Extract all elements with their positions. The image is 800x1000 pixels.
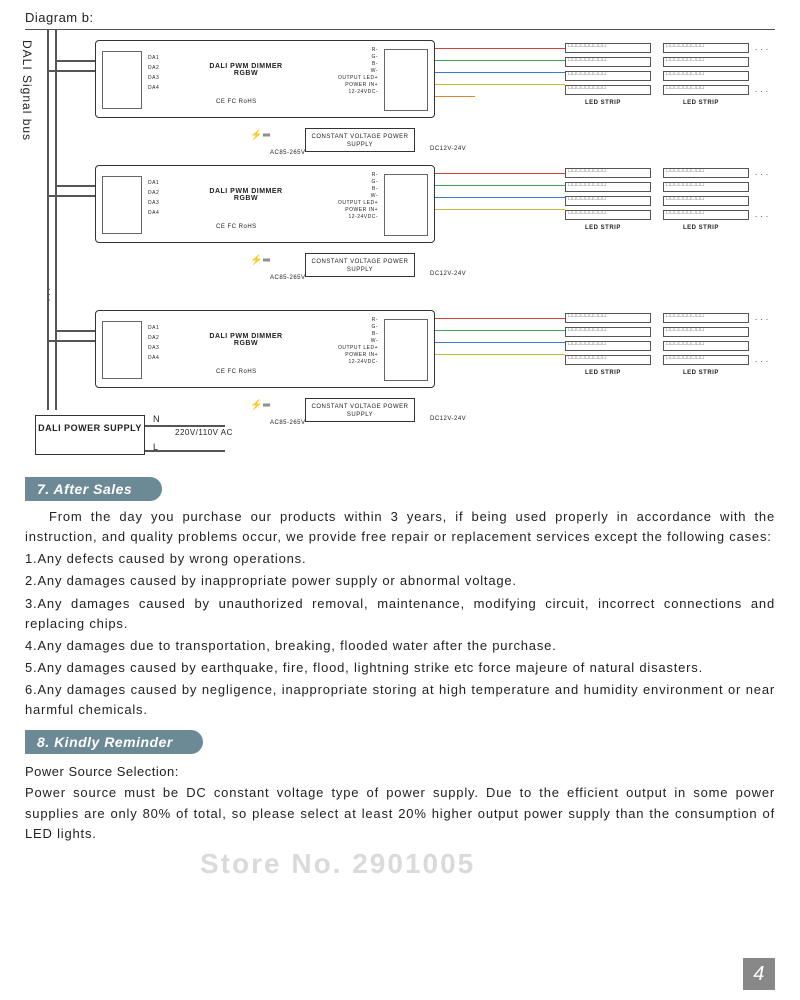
led-strip <box>565 327 651 337</box>
ac-label: AC85-265V <box>270 275 306 281</box>
continuation-dots: . . . <box>755 313 769 322</box>
diagram-label: Diagram b: <box>25 10 775 25</box>
led-strip-label: LED STRIP <box>585 100 621 106</box>
ac-label: AC85-265V <box>270 420 306 426</box>
plug-icon: ⚡═ <box>250 400 271 411</box>
led-strip <box>663 57 749 67</box>
section-7-body: From the day you purchase our products w… <box>25 507 775 720</box>
led-strip <box>565 196 651 206</box>
led-strip <box>663 341 749 351</box>
continuation-dots: . . . <box>755 43 769 52</box>
led-strip <box>663 210 749 220</box>
continuation-dots: . . . <box>47 288 56 302</box>
dali-dimmer: DA1DA2DA3DA4 DALI PWM DIMMER RGBW CE FC … <box>95 40 435 118</box>
led-strip <box>663 313 749 323</box>
led-strip <box>663 85 749 95</box>
bus-wire <box>55 30 57 410</box>
led-strip <box>565 168 651 178</box>
power-supply: CONSTANT VOLTAGE POWER SUPPLY <box>305 128 415 152</box>
led-strip <box>663 327 749 337</box>
led-strip <box>565 85 651 95</box>
led-strip <box>565 57 651 67</box>
dali-power-supply: DALI POWER SUPPLY <box>35 415 145 455</box>
dc-label: DC12V-24V <box>430 416 466 422</box>
section-8-body: Power source must be DC constant voltage… <box>25 783 775 843</box>
led-strip <box>565 71 651 81</box>
dc-label: DC12V-24V <box>430 146 466 152</box>
section-8-header: 8. Kindly Reminder <box>25 730 203 754</box>
dali-dimmer: DA1DA2DA3DA4 DALI PWM DIMMER RGBW CE FC … <box>95 165 435 243</box>
section-7-header: 7. After Sales <box>25 477 162 501</box>
bus-label: DALI Signal bus <box>20 40 34 141</box>
led-strip-label: LED STRIP <box>683 225 719 231</box>
plug-icon: ⚡═ <box>250 130 271 141</box>
led-strip <box>565 182 651 192</box>
continuation-dots: . . . <box>755 210 769 219</box>
led-strip <box>663 43 749 53</box>
page-number: 4 <box>743 958 775 990</box>
led-strip <box>565 313 651 323</box>
power-supply: CONSTANT VOLTAGE POWER SUPPLY <box>305 253 415 277</box>
led-strip <box>663 71 749 81</box>
led-strip <box>565 210 651 220</box>
led-strip <box>565 355 651 365</box>
continuation-dots: . . . <box>755 355 769 364</box>
led-strip <box>663 196 749 206</box>
dali-dimmer: DA1DA2DA3DA4 DALI PWM DIMMER RGBW CE FC … <box>95 310 435 388</box>
led-strip-label: LED STRIP <box>585 370 621 376</box>
neutral-label: N <box>153 414 160 424</box>
section-8-subhead: Power Source Selection: <box>25 764 775 779</box>
led-strip <box>663 355 749 365</box>
led-strip <box>663 168 749 178</box>
ac-label: AC85-265V <box>270 150 306 156</box>
wiring-diagram: DALI Signal bus DA1DA2DA3DA4 DALI PWM DI… <box>25 29 775 459</box>
led-strip-label: LED STRIP <box>683 370 719 376</box>
power-supply: CONSTANT VOLTAGE POWER SUPPLY <box>305 398 415 422</box>
watermark: Store No. 2901005 <box>200 848 475 880</box>
led-strip <box>565 341 651 351</box>
led-strip <box>565 43 651 53</box>
led-strip-label: LED STRIP <box>585 225 621 231</box>
dc-label: DC12V-24V <box>430 271 466 277</box>
led-strip <box>663 182 749 192</box>
continuation-dots: . . . <box>755 85 769 94</box>
plug-icon: ⚡═ <box>250 255 271 266</box>
continuation-dots: . . . <box>755 168 769 177</box>
led-strip-label: LED STRIP <box>683 100 719 106</box>
bus-wire <box>47 30 49 410</box>
mains-label: 220V/110V AC <box>175 428 233 437</box>
